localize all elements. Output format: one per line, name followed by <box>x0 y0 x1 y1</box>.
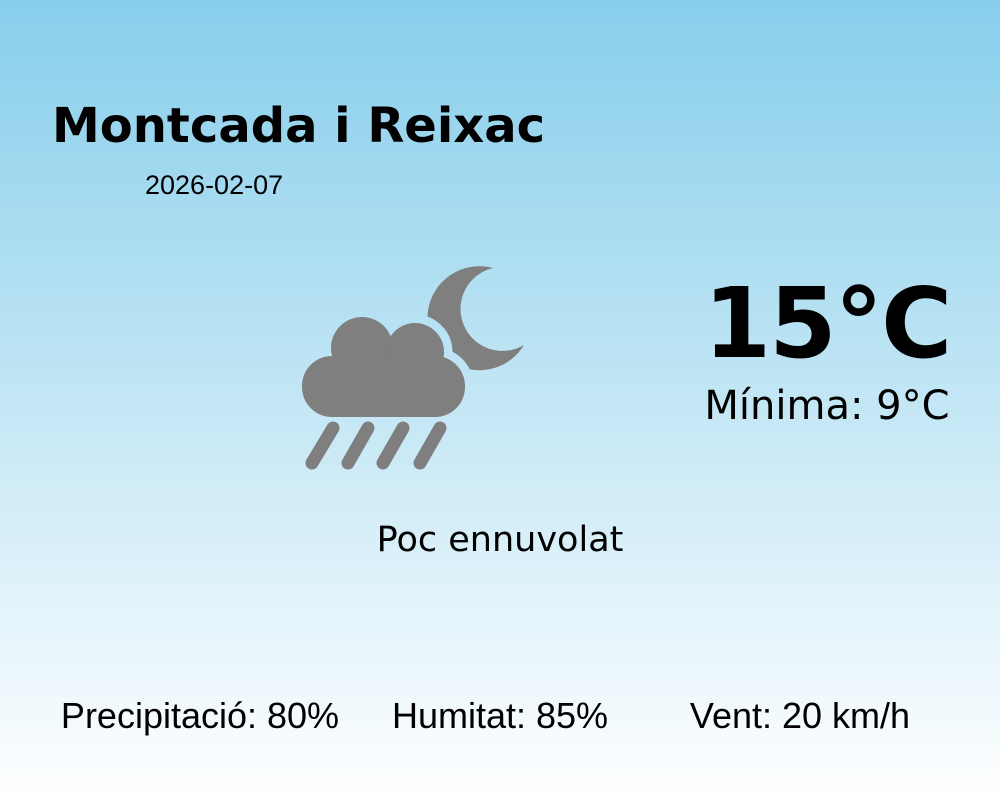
current-temperature: 15°C <box>703 267 953 380</box>
rain-drops-icon <box>305 421 447 470</box>
condition-text: Poc ennuvolat <box>376 520 624 560</box>
stats-row: Precipitació: 80% Humitat: 85% Vent: 20 … <box>0 698 1000 738</box>
minimum-temperature: Mínima: 9°C <box>704 383 950 429</box>
weather-condition-icon <box>295 258 540 473</box>
page-title: Montcada i Reixac <box>52 98 546 154</box>
wind-stat: Vent: 20 km/h <box>689 695 911 736</box>
moon-cloud-rain-icon <box>302 266 524 470</box>
precipitation-stat: Precipitació: 80% <box>60 695 340 736</box>
humidity-stat: Humitat: 85% <box>391 695 609 736</box>
date-label: 2026-02-07 <box>145 170 284 200</box>
cloud-icon <box>302 317 465 417</box>
crescent-moon-icon <box>427 266 524 371</box>
temperature-column: 15°C Mínima: 9°C <box>650 275 1000 426</box>
